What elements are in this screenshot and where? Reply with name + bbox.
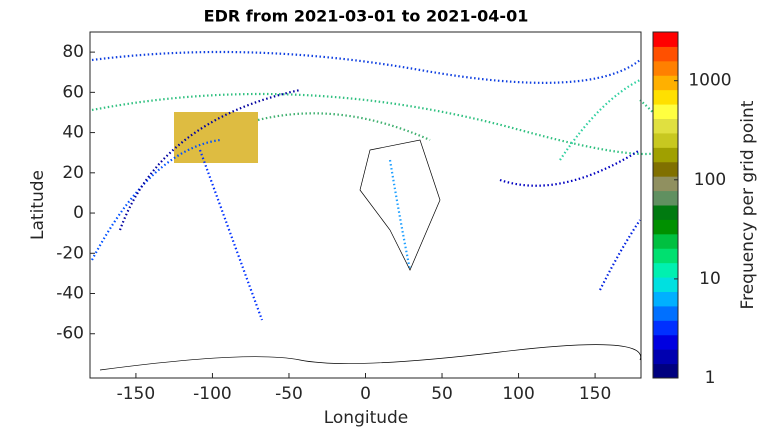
colorbar-cell xyxy=(653,32,678,47)
coastline xyxy=(99,344,641,371)
colorbar-cell xyxy=(653,262,678,278)
x-tick-label: -150 xyxy=(117,384,156,404)
colorbar-cell xyxy=(653,334,678,350)
colorbar-cell xyxy=(653,248,678,264)
colorbar-tick-label: 1000 xyxy=(688,71,731,91)
colorbar-cell xyxy=(653,161,678,177)
y-tick-label: 60 xyxy=(62,82,84,102)
track xyxy=(599,219,641,291)
colorbar-cell xyxy=(653,75,678,91)
colorbar-cell xyxy=(653,147,678,163)
track xyxy=(257,112,431,142)
track xyxy=(499,149,641,187)
colorbar-cell xyxy=(653,320,678,336)
colorbar-tick-label: 100 xyxy=(694,170,726,190)
plot-frame xyxy=(89,31,642,379)
colorbar-cell xyxy=(653,104,678,119)
colorbar-cell xyxy=(653,219,678,235)
colorbar-cell xyxy=(653,349,678,365)
y-tick-label: -20 xyxy=(56,243,84,263)
x-tick-label: -100 xyxy=(193,384,232,404)
y-tick-label: 80 xyxy=(62,42,84,62)
colorbar-cell xyxy=(653,176,678,192)
colorbar-cell xyxy=(653,46,678,62)
chart-title: EDR from 2021-03-01 to 2021-04-01 xyxy=(204,7,529,26)
colorbar-cell xyxy=(653,205,678,220)
track xyxy=(91,138,221,261)
track xyxy=(118,88,301,231)
track xyxy=(388,159,412,271)
colorbar-tick-label: 10 xyxy=(699,269,721,289)
colorbar-cell xyxy=(653,291,678,307)
colorbar-cell xyxy=(653,305,678,321)
y-tick-label: 0 xyxy=(73,203,84,223)
track xyxy=(91,50,641,84)
y-axis-label: Latitude xyxy=(28,170,48,240)
x-tick-label: 0 xyxy=(360,384,371,404)
colorbar-label: Frequency per grid point xyxy=(738,100,758,309)
y-tick-label: 20 xyxy=(62,163,84,183)
y-tick-label: 40 xyxy=(62,123,84,143)
track xyxy=(198,149,264,321)
track xyxy=(559,79,641,161)
colorbar-cell xyxy=(653,233,678,249)
y-tick-label: -40 xyxy=(56,284,84,304)
colorbar-tick-label: 1 xyxy=(705,368,716,388)
x-axis-label: Longitude xyxy=(324,408,409,428)
colorbar-cell xyxy=(653,132,678,148)
colorbar-cell xyxy=(653,190,678,206)
x-tick-label: 150 xyxy=(579,384,611,404)
flight-tracks xyxy=(91,50,673,371)
colorbar-cell xyxy=(653,363,678,379)
x-tick-label: -50 xyxy=(275,384,303,404)
colorbar-cell xyxy=(653,277,678,292)
colorbar-cell xyxy=(653,118,678,134)
y-tick-label: -60 xyxy=(56,324,84,344)
x-tick-label: 50 xyxy=(431,384,453,404)
dense-region xyxy=(174,112,258,163)
colorbar-frame xyxy=(652,31,679,379)
colorbar-cell xyxy=(653,89,678,105)
coastline xyxy=(359,139,441,271)
x-tick-label: 100 xyxy=(502,384,534,404)
colorbar-cell xyxy=(653,60,678,76)
